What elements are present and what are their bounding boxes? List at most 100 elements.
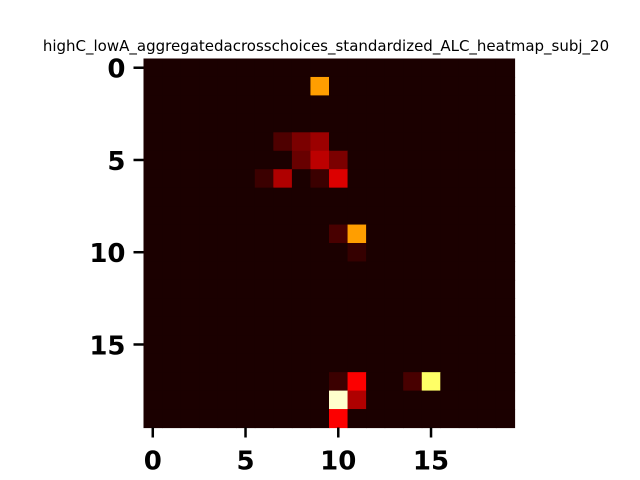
heatmap-cell <box>495 132 516 152</box>
heatmap-cell <box>310 95 330 115</box>
heatmap-cell <box>403 279 423 299</box>
heatmap-cell <box>421 353 441 373</box>
heatmap-cell <box>403 95 423 115</box>
heatmap-cell <box>347 261 367 281</box>
heatmap-cell <box>180 58 200 78</box>
heatmap-cell <box>458 169 478 189</box>
heatmap-cell <box>403 206 423 226</box>
heatmap-cell <box>254 169 274 189</box>
heatmap-cell <box>347 279 367 299</box>
heatmap-cell <box>477 150 497 170</box>
heatmap-cell <box>458 76 478 96</box>
heatmap-cell <box>347 187 367 207</box>
heatmap-cell <box>366 390 386 410</box>
heatmap-cell <box>310 132 330 152</box>
y-tick-label: 5 <box>107 147 125 177</box>
heatmap-cell <box>421 372 441 392</box>
heatmap-cell <box>236 206 256 226</box>
heatmap-cell <box>291 206 312 226</box>
heatmap-cell <box>421 132 441 152</box>
heatmap-cell <box>310 76 330 96</box>
heatmap-cell <box>477 390 497 410</box>
heatmap-cell <box>403 409 423 429</box>
heatmap-cell <box>310 224 330 244</box>
heatmap-cell <box>291 372 312 392</box>
y-tick-label: 0 <box>107 55 125 85</box>
heatmap-cell <box>366 243 386 263</box>
heatmap-cell <box>366 150 386 170</box>
heatmap-cell <box>495 409 516 429</box>
heatmap-cell <box>347 372 367 392</box>
heatmap-cell <box>180 95 200 115</box>
heatmap-cell <box>273 150 293 170</box>
heatmap-cell <box>199 224 219 244</box>
heatmap-cells <box>143 58 516 429</box>
heatmap-cell <box>366 279 386 299</box>
heatmap-cell <box>495 76 516 96</box>
heatmap-cell <box>477 95 497 115</box>
y-tick-label: 10 <box>89 239 125 269</box>
heatmap-cell <box>384 76 404 96</box>
heatmap-cell <box>440 298 460 318</box>
heatmap-cell <box>458 132 478 152</box>
heatmap-cell <box>421 390 441 410</box>
heatmap-cell <box>458 298 478 318</box>
heatmap-cell <box>384 150 404 170</box>
heatmap-cell <box>180 298 200 318</box>
heatmap-cell <box>273 390 293 410</box>
heatmap-cell <box>199 261 219 281</box>
heatmap-cell <box>477 279 497 299</box>
heatmap-cell <box>477 261 497 281</box>
heatmap-cell <box>254 261 274 281</box>
heatmap-cell <box>347 150 367 170</box>
heatmap-cell <box>162 261 182 281</box>
heatmap-cell <box>254 206 274 226</box>
heatmap-cell <box>199 206 219 226</box>
heatmap-cell <box>236 409 256 429</box>
heatmap-cell <box>254 187 274 207</box>
heatmap-cell <box>310 187 330 207</box>
heatmap-cell <box>458 95 478 115</box>
heatmap-cell <box>403 390 423 410</box>
heatmap-cell <box>180 187 200 207</box>
heatmap-cell <box>458 206 478 226</box>
heatmap-cell <box>199 279 219 299</box>
heatmap-cell <box>199 372 219 392</box>
x-tick-label: 0 <box>144 447 162 477</box>
heatmap-cell <box>310 243 330 263</box>
heatmap-cell <box>180 316 200 336</box>
heatmap-cell <box>329 335 349 355</box>
heatmap-cell <box>384 243 404 263</box>
heatmap-cell <box>421 58 441 78</box>
heatmap-cell <box>236 353 256 373</box>
heatmap-cell <box>143 390 163 410</box>
heatmap-cell <box>384 353 404 373</box>
heatmap-cell <box>421 298 441 318</box>
heatmap-cell <box>199 113 219 133</box>
heatmap-cell <box>273 58 293 78</box>
heatmap-cell <box>199 187 219 207</box>
heatmap-cell <box>162 187 182 207</box>
heatmap-cell <box>495 113 516 133</box>
heatmap-cell <box>403 113 423 133</box>
heatmap-cell <box>217 409 237 429</box>
heatmap-cell <box>477 58 497 78</box>
heatmap-cell <box>366 169 386 189</box>
heatmap-cell <box>421 224 441 244</box>
heatmap-cell <box>162 224 182 244</box>
heatmap-cell <box>217 279 237 299</box>
heatmap-cell <box>384 224 404 244</box>
heatmap-cell <box>310 113 330 133</box>
heatmap-cell <box>366 58 386 78</box>
heatmap-cell <box>329 187 349 207</box>
heatmap-cell <box>329 261 349 281</box>
heatmap-cell <box>384 390 404 410</box>
heatmap-cell <box>495 206 516 226</box>
heatmap-cell <box>254 76 274 96</box>
heatmap-cell <box>180 76 200 96</box>
heatmap-cell <box>310 150 330 170</box>
heatmap-cell <box>477 206 497 226</box>
heatmap-cell <box>403 243 423 263</box>
heatmap-cell <box>329 76 349 96</box>
heatmap-cell <box>366 187 386 207</box>
